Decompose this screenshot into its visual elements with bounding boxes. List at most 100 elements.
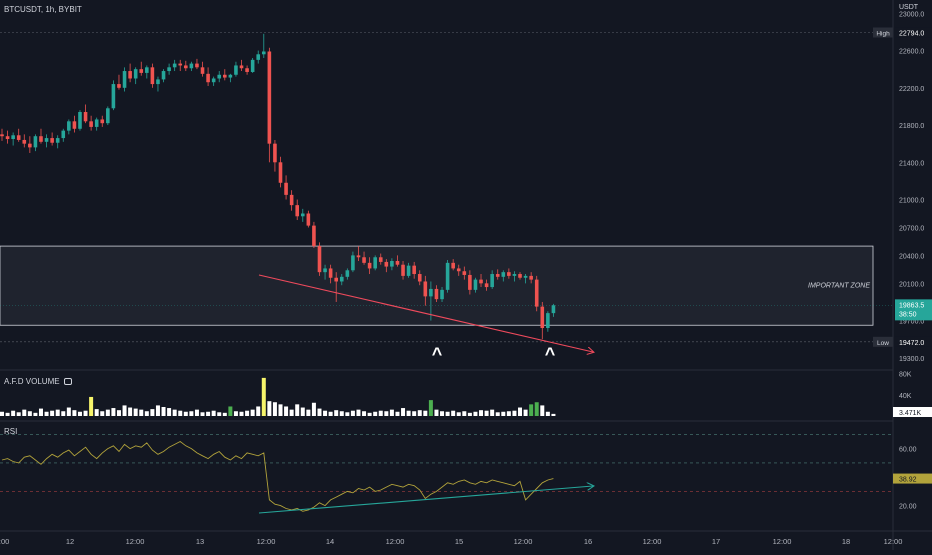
volume-bar [356,409,361,416]
candle-body [122,71,127,88]
candle-body [50,138,54,143]
volume-bar [445,411,450,416]
rsi-panel-title[interactable]: RSI [4,427,18,436]
volume-bar [417,410,422,416]
candle-body [440,289,444,300]
candle-body [223,74,227,78]
candle-body [11,135,15,140]
volume-bars-group [0,377,556,416]
volume-bar [284,406,289,416]
volume-bar [256,406,261,416]
high-tag-label: High [876,30,890,37]
candle-body [267,51,272,144]
low-tag-label-bg [873,336,893,347]
time-tick-label: 12:00 [643,537,662,546]
candle-body [256,54,261,60]
candle-body [139,69,144,73]
volume-bar [473,411,478,416]
candle-body [501,272,506,277]
volume-bar [155,405,160,416]
candles-group [0,33,556,340]
volume-bar [440,411,445,416]
candle-body [16,135,21,140]
price-tick-label: 21000.0 [899,198,924,205]
volume-bar [395,411,400,416]
candle-body [328,268,333,278]
pivot-marker-1: ^ [432,344,443,364]
volume-bar [228,406,233,416]
candle-body [456,268,461,272]
candle-body [429,288,433,297]
volume-bar [311,402,316,416]
volume-bar [194,409,199,416]
volume-bar [406,410,411,416]
volume-bar [412,411,417,416]
candle-body [206,73,210,83]
price-tick-label: 19700.0 [899,319,924,326]
candle-body [434,288,439,300]
volume-bar [116,410,121,416]
candle-body [540,306,545,329]
candle-body [462,271,467,275]
volume-bar [401,408,406,416]
price-tick-label: 21400.0 [899,160,924,167]
candle-body [351,255,355,271]
volume-bar [200,412,205,416]
volume-bar [22,409,27,416]
volume-bar [529,404,534,416]
volume-bar [545,411,550,416]
rsi-last-value: 38.92 [899,477,917,484]
volume-bar [94,409,99,416]
volume-bar [150,409,155,416]
time-tick-label: 2:00 [0,537,9,546]
volume-bar [211,410,216,416]
candle-body [484,283,489,288]
candle-body [89,121,93,127]
volume-panel-title[interactable]: A.F.D VOLUME [4,377,72,386]
candle-body [178,63,183,66]
volume-bar [250,409,255,416]
volume-bar [518,407,523,416]
time-tick-label: 17 [712,537,720,546]
candle-body [512,274,517,276]
volume-bar [233,411,238,416]
candle-body [479,279,483,284]
volume-bar [239,411,244,416]
candle-body [273,143,277,163]
volume-bar [334,410,339,416]
rsi-trendline [258,486,593,514]
currency-label: USDT [899,4,919,11]
time-tick-label: 14 [326,537,334,546]
important-zone-label: IMPORTANT ZONE [808,283,870,290]
volume-bar [540,405,545,416]
volume-bar [428,400,433,416]
symbol-title[interactable]: BTCUSDT, 1h, BYBIT [4,5,82,14]
price-tick-label: 22200.0 [899,86,924,93]
candle-body [22,139,27,144]
candle-body [172,63,177,68]
candle-body [200,67,205,74]
price-tick-label: 19300.0 [899,356,924,363]
candle-body [284,182,288,195]
price-tick-label: 20100.0 [899,281,924,288]
candle-body [250,59,255,72]
candle-body [523,275,528,278]
candle-body [367,262,372,269]
candle-body [5,136,10,140]
time-tick-label: 16 [584,537,592,546]
candle-body [401,264,405,276]
candle-body [356,255,361,258]
candle-body [395,260,400,265]
candle-body [406,265,411,276]
volume-bar [206,411,211,416]
time-tick-label: 12:00 [773,537,792,546]
time-tick-label: 12:00 [514,537,533,546]
volume-bar [61,411,66,416]
volume-bar [172,409,177,416]
volume-bar [490,409,495,416]
volume-bar [501,411,506,416]
eye-icon[interactable] [63,378,72,386]
